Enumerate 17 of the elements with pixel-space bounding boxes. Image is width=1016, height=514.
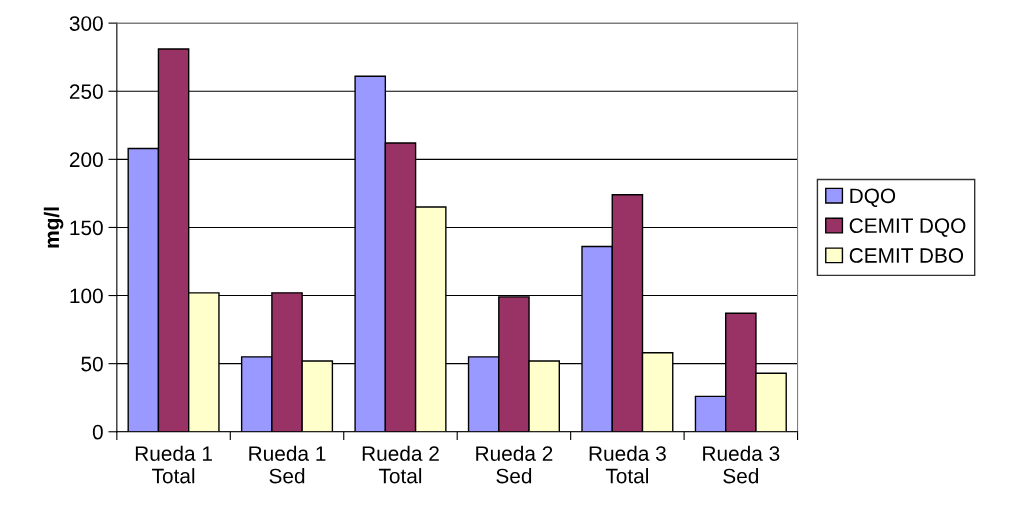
y-tick-label: 100	[70, 288, 103, 304]
legend-label: CEMIT DQO	[849, 218, 966, 237]
x-tick-label: Rueda 2 Sed	[476, 445, 553, 484]
y-tick-label: 300	[69, 16, 103, 31]
y-axis-title: mg/l	[43, 207, 64, 248]
y-tick-label: 50	[81, 356, 103, 372]
x-tick-label: Rueda 3 Total	[589, 445, 666, 484]
y-tick-label: 0	[92, 424, 103, 440]
y-tick-label: 200	[69, 152, 103, 168]
legend-label: CEMIT DBO	[849, 248, 964, 263]
x-tick-label: Rueda 2 Total	[362, 445, 439, 484]
y-tick-label: 150	[70, 220, 103, 236]
x-tick-label: Rueda 3 Sed	[703, 445, 780, 484]
legend-label: DQO	[850, 188, 896, 207]
x-tick-label: Rueda 1 Total	[135, 445, 212, 484]
x-tick-label: Rueda 1 Sed	[249, 445, 326, 484]
y-tick-label: 250	[69, 84, 103, 99]
